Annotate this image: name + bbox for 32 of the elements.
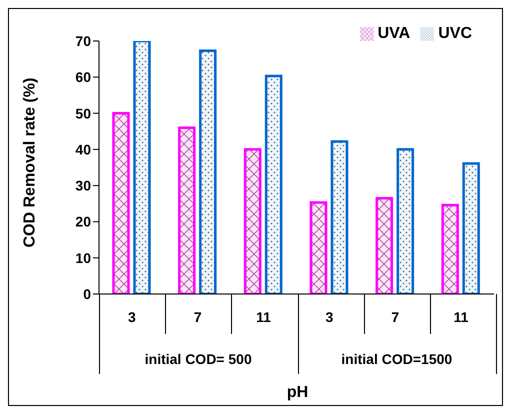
bar xyxy=(310,201,328,294)
text: initial COD=1500 xyxy=(340,351,454,367)
y-tick-label: 70 xyxy=(75,32,92,49)
bar xyxy=(330,140,348,294)
bar xyxy=(441,204,459,294)
x-tick-label: 11 xyxy=(454,308,469,325)
bar xyxy=(178,126,196,294)
bar xyxy=(199,50,217,294)
bar xyxy=(396,148,414,294)
y-tick-label: 0 xyxy=(83,286,92,302)
x-tick-label: 7 xyxy=(391,308,400,325)
y-tick-label: 40 xyxy=(75,141,92,158)
x-tick-label: 11 xyxy=(256,308,272,325)
y-tick-label: 20 xyxy=(75,214,92,230)
x-tick-label: 3 xyxy=(326,308,334,325)
text: initial COD= 500 xyxy=(144,351,253,367)
bar xyxy=(264,74,282,294)
bar xyxy=(462,162,480,294)
x-tick-label: 7 xyxy=(194,308,202,325)
x-tick-label: 3 xyxy=(128,308,136,325)
legend-label: UVC xyxy=(438,25,472,42)
legend-label: UVA xyxy=(378,25,410,42)
bar xyxy=(244,148,262,294)
x-axis-title: pH xyxy=(286,384,310,402)
y-tick-label: 50 xyxy=(75,105,92,122)
bar xyxy=(112,112,130,294)
bar xyxy=(376,196,394,294)
y-tick-label: 30 xyxy=(75,178,92,194)
bar xyxy=(133,41,151,294)
y-axis-title: COD Removal rate (%) xyxy=(22,78,39,248)
y-tick-label: 10 xyxy=(75,250,92,266)
y-tick-label: 60 xyxy=(75,69,92,86)
